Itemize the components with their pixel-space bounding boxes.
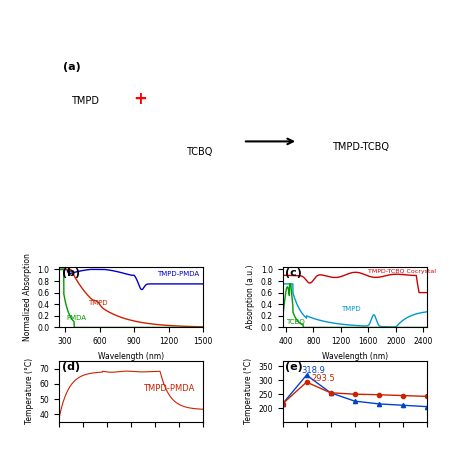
- Text: TMPD: TMPD: [88, 301, 108, 306]
- Text: (c): (c): [285, 268, 302, 278]
- Text: (e): (e): [285, 362, 303, 372]
- Text: (b): (b): [62, 268, 80, 278]
- Text: TMPD-PMDA: TMPD-PMDA: [143, 384, 195, 393]
- Text: TMPD: TMPD: [71, 96, 99, 106]
- Text: TMPD-PMDA: TMPD-PMDA: [157, 271, 200, 277]
- Y-axis label: Normalized Absorption: Normalized Absorption: [23, 253, 32, 341]
- Y-axis label: Temperature (°C): Temperature (°C): [244, 358, 253, 424]
- Text: TMPD-TCBQ Cocrystal: TMPD-TCBQ Cocrystal: [368, 269, 436, 274]
- Text: (d): (d): [62, 362, 80, 372]
- X-axis label: Wavelength (nm): Wavelength (nm): [98, 352, 164, 361]
- Text: +: +: [133, 90, 147, 108]
- X-axis label: Wavelength (nm): Wavelength (nm): [321, 352, 388, 361]
- Text: TCBQ: TCBQ: [186, 147, 212, 157]
- Text: TMPD-TCBQ: TMPD-TCBQ: [332, 142, 389, 152]
- Y-axis label: Absorption (a.u.): Absorption (a.u.): [246, 264, 255, 329]
- Text: 293.5: 293.5: [311, 374, 335, 383]
- Text: TMPD: TMPD: [341, 306, 360, 312]
- Text: 318.9: 318.9: [302, 366, 326, 375]
- Y-axis label: Temperature (°C): Temperature (°C): [25, 358, 34, 424]
- Text: (a): (a): [63, 62, 81, 72]
- Text: PMDA: PMDA: [66, 316, 86, 321]
- Text: TCBQ: TCBQ: [286, 319, 305, 325]
